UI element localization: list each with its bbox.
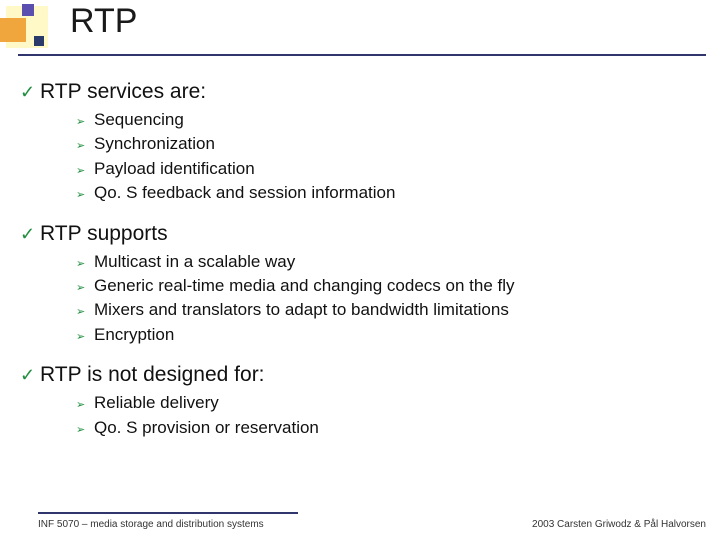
bullet-lvl1-text: RTP services are: bbox=[40, 80, 206, 104]
check-icon: ✓ bbox=[20, 366, 40, 384]
deco-square-navy bbox=[34, 36, 44, 46]
title-underline bbox=[18, 54, 706, 56]
sub-list: ➢ Multicast in a scalable way ➢ Generic … bbox=[76, 252, 700, 346]
bullet-lvl1-text: RTP supports bbox=[40, 222, 168, 246]
deco-square-orange bbox=[0, 18, 26, 42]
slide-title: RTP bbox=[70, 2, 137, 41]
footer-left-text: INF 5070 – media storage and distributio… bbox=[38, 519, 264, 530]
bullet-lvl2: ➢ Generic real-time media and changing c… bbox=[76, 276, 700, 296]
bullet-lvl1: ✓ RTP supports bbox=[20, 222, 700, 246]
arrow-icon: ➢ bbox=[76, 305, 94, 320]
arrow-icon: ➢ bbox=[76, 423, 94, 438]
bullet-lvl2-text: Encryption bbox=[94, 325, 174, 345]
bullet-lvl2-text: Reliable delivery bbox=[94, 393, 219, 413]
arrow-icon: ➢ bbox=[76, 188, 94, 203]
bullet-lvl1: ✓ RTP is not designed for: bbox=[20, 363, 700, 387]
arrow-icon: ➢ bbox=[76, 330, 94, 345]
bullet-lvl2: ➢ Mixers and translators to adapt to ban… bbox=[76, 300, 700, 320]
bullet-lvl2-text: Qo. S feedback and session information bbox=[94, 183, 395, 203]
check-icon: ✓ bbox=[20, 83, 40, 101]
bullet-lvl2: ➢ Payload identification bbox=[76, 159, 700, 179]
bullet-lvl2: ➢ Reliable delivery bbox=[76, 393, 700, 413]
bullet-lvl2-text: Qo. S provision or reservation bbox=[94, 418, 319, 438]
bullet-lvl2-text: Generic real-time media and changing cod… bbox=[94, 276, 515, 296]
bullet-lvl2-text: Synchronization bbox=[94, 134, 215, 154]
arrow-icon: ➢ bbox=[76, 139, 94, 154]
bullet-lvl1-text: RTP is not designed for: bbox=[40, 363, 265, 387]
arrow-icon: ➢ bbox=[76, 115, 94, 130]
arrow-icon: ➢ bbox=[76, 398, 94, 413]
bullet-lvl2: ➢ Multicast in a scalable way bbox=[76, 252, 700, 272]
sub-list: ➢ Reliable delivery ➢ Qo. S provision or… bbox=[76, 393, 700, 438]
deco-square-purple bbox=[22, 4, 34, 16]
footer-right-text: 2003 Carsten Griwodz & Pål Halvorsen bbox=[532, 519, 706, 530]
bullet-lvl2-text: Sequencing bbox=[94, 110, 184, 130]
arrow-icon: ➢ bbox=[76, 281, 94, 296]
bullet-lvl2-text: Multicast in a scalable way bbox=[94, 252, 295, 272]
arrow-icon: ➢ bbox=[76, 257, 94, 272]
check-icon: ✓ bbox=[20, 225, 40, 243]
bullet-lvl2: ➢ Synchronization bbox=[76, 134, 700, 154]
bullet-lvl2: ➢ Qo. S feedback and session information bbox=[76, 183, 700, 203]
bullet-lvl2: ➢ Sequencing bbox=[76, 110, 700, 130]
arrow-icon: ➢ bbox=[76, 164, 94, 179]
bullet-lvl2-text: Payload identification bbox=[94, 159, 255, 179]
bullet-lvl2: ➢ Encryption bbox=[76, 325, 700, 345]
slide: RTP ✓ RTP services are: ➢ Sequencing ➢ S… bbox=[0, 0, 720, 540]
footer-underline bbox=[38, 512, 298, 514]
bullet-lvl1: ✓ RTP services are: bbox=[20, 80, 700, 104]
slide-content: ✓ RTP services are: ➢ Sequencing ➢ Synch… bbox=[20, 70, 700, 442]
bullet-lvl2-text: Mixers and translators to adapt to bandw… bbox=[94, 300, 509, 320]
sub-list: ➢ Sequencing ➢ Synchronization ➢ Payload… bbox=[76, 110, 700, 204]
bullet-lvl2: ➢ Qo. S provision or reservation bbox=[76, 418, 700, 438]
